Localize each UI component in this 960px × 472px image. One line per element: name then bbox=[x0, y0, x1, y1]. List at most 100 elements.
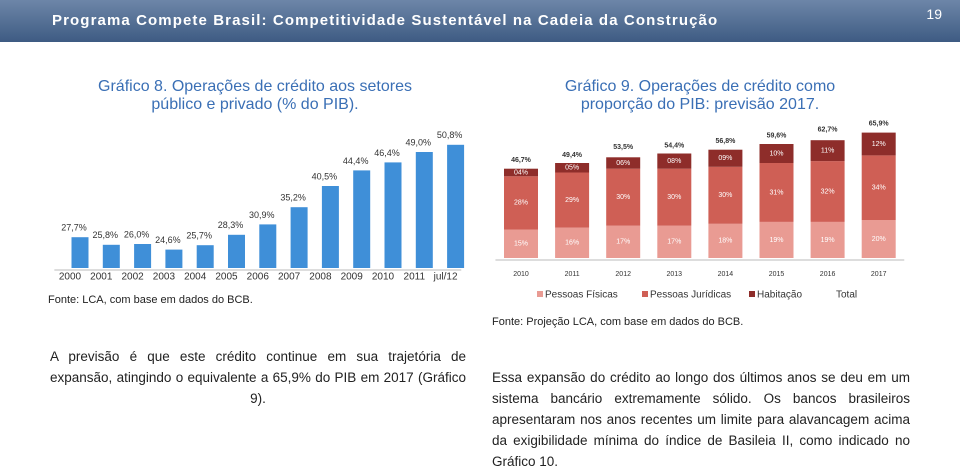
total-label: 56,8% bbox=[715, 138, 736, 145]
segment-label: 34% bbox=[872, 185, 886, 192]
segment-label: 32% bbox=[821, 188, 835, 195]
bar bbox=[290, 207, 308, 268]
x-tick-label: 2004 bbox=[184, 272, 207, 283]
segment-label: 06% bbox=[616, 160, 630, 167]
segment-label: 30% bbox=[718, 192, 732, 199]
x-tick-label: 2011 bbox=[404, 272, 426, 283]
segment-label: 16% bbox=[565, 240, 579, 247]
value-label: 35,2% bbox=[280, 193, 306, 203]
x-tick-label: 2013 bbox=[667, 271, 683, 278]
value-label: 40,5% bbox=[312, 171, 338, 181]
x-tick-label: 2010 bbox=[513, 271, 529, 278]
bar bbox=[165, 249, 183, 268]
bar-segment bbox=[708, 223, 743, 258]
source: Fonte: LCA, com base em dados do BCB. bbox=[48, 294, 253, 306]
value-label: 26,0% bbox=[124, 229, 150, 239]
total-label: 59,6% bbox=[767, 133, 788, 140]
value-label: 24,6% bbox=[155, 235, 181, 245]
bar-segment bbox=[555, 227, 590, 258]
bar-segment bbox=[504, 229, 538, 258]
legend-label: Pessoas Físicas bbox=[545, 290, 618, 301]
bar bbox=[102, 244, 120, 268]
bar-segment bbox=[606, 225, 641, 258]
source: Fonte: Projeção LCA, com base em dados d… bbox=[492, 316, 744, 328]
bar bbox=[259, 224, 277, 268]
bar-segment bbox=[861, 220, 896, 258]
bar-segment bbox=[555, 172, 590, 228]
bar bbox=[415, 152, 433, 268]
charts: Gráfico 8. Operações de crédito aos seto… bbox=[54, 78, 905, 301]
value-label: 46,4% bbox=[374, 148, 400, 158]
legend-swatch bbox=[642, 291, 648, 297]
x-tick-label: 2012 bbox=[615, 271, 631, 278]
x-tick-label: 2005 bbox=[215, 272, 238, 283]
value-label: 25,7% bbox=[186, 231, 212, 241]
bar-segment bbox=[810, 161, 845, 222]
chart-title: proporção do PIB: previsão 2017. bbox=[581, 96, 819, 113]
segment-label: 19% bbox=[821, 237, 835, 244]
bar-segment bbox=[810, 140, 845, 162]
value-label: 27,7% bbox=[61, 223, 87, 233]
x-tick-label: 2006 bbox=[247, 272, 270, 283]
total-label: 46,7% bbox=[511, 157, 532, 164]
x-tick-label: 2007 bbox=[278, 272, 301, 283]
x-tick-label: jul/12 bbox=[433, 272, 458, 283]
bar-segment bbox=[504, 168, 538, 177]
bar bbox=[447, 144, 465, 268]
segment-label: 31% bbox=[769, 189, 783, 196]
total-label: 49,4% bbox=[562, 152, 583, 159]
x-tick-label: 2016 bbox=[820, 271, 836, 278]
segment-label: 08% bbox=[667, 158, 681, 165]
segment-label: 12% bbox=[872, 141, 886, 148]
bar-segment bbox=[759, 163, 794, 222]
bar-segment bbox=[759, 144, 794, 163]
chart-title: Gráfico 8. Operações de crédito aos seto… bbox=[98, 78, 412, 95]
bar bbox=[384, 162, 402, 268]
segment-label: 05% bbox=[565, 165, 579, 172]
legend-label: Pessoas Jurídicas bbox=[650, 290, 731, 301]
segment-label: 17% bbox=[616, 239, 630, 246]
bar bbox=[71, 237, 89, 268]
chart-title: público e privado (% do PIB). bbox=[151, 96, 358, 113]
value-label: 25,8% bbox=[93, 230, 119, 240]
value-label: 44,4% bbox=[343, 156, 369, 166]
value-label: 30,9% bbox=[249, 210, 275, 220]
total-label: 62,7% bbox=[818, 127, 839, 134]
bar bbox=[196, 245, 214, 268]
segment-label: 17% bbox=[667, 239, 681, 246]
bar-segment bbox=[606, 168, 641, 226]
page-number: 19 bbox=[926, 6, 942, 22]
value-label: 28,3% bbox=[218, 220, 244, 230]
segment-label: 28% bbox=[514, 200, 528, 207]
x-tick-label: 2008 bbox=[309, 272, 332, 283]
bar-segment bbox=[657, 153, 692, 169]
x-tick-label: 2015 bbox=[769, 271, 785, 278]
bar-segment bbox=[657, 168, 692, 226]
header-title: Programa Compete Brasil: Competitividade… bbox=[52, 12, 719, 29]
segment-label: 18% bbox=[718, 238, 732, 245]
total-label: 53,5% bbox=[613, 144, 634, 151]
bar-segment bbox=[606, 157, 641, 169]
bar-segment bbox=[555, 163, 590, 173]
segment-label: 11% bbox=[821, 147, 835, 154]
legend-label: Total bbox=[836, 290, 857, 301]
value-label: 50,8% bbox=[437, 130, 463, 140]
x-tick-label: 2017 bbox=[871, 271, 887, 278]
segment-label: 09% bbox=[718, 155, 732, 162]
legend-swatch bbox=[749, 291, 755, 297]
value-label: 49,0% bbox=[406, 137, 432, 147]
segment-label: 19% bbox=[769, 237, 783, 244]
total-label: 65,9% bbox=[869, 121, 890, 128]
x-tick-label: 2010 bbox=[372, 272, 395, 283]
segment-label: 04% bbox=[514, 169, 528, 176]
segment-label: 30% bbox=[616, 194, 630, 201]
legend-label: Habitação bbox=[757, 290, 802, 301]
x-tick-label: 2000 bbox=[59, 272, 82, 283]
chart-title: Gráfico 9. Operações de crédito como bbox=[565, 78, 835, 95]
bar-segment bbox=[708, 149, 743, 167]
bar-segment bbox=[759, 221, 794, 258]
total-label: 54,4% bbox=[664, 142, 685, 149]
segment-label: 29% bbox=[565, 197, 579, 204]
bar-segment bbox=[504, 176, 538, 230]
bar-segment bbox=[657, 225, 692, 258]
